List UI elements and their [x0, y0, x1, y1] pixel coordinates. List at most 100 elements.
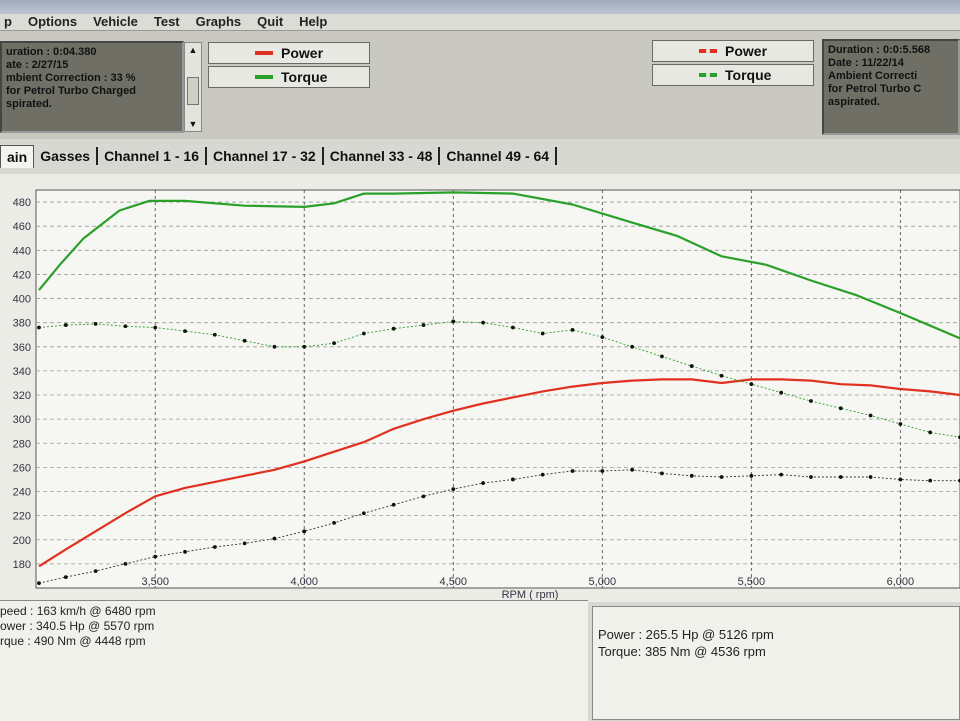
- power-data-point: [361, 511, 366, 516]
- plot-area: [35, 189, 960, 589]
- power-data-point: [511, 477, 515, 482]
- power-data-point: [481, 481, 485, 485]
- tab-gasses[interactable]: Gasses: [34, 147, 99, 165]
- torque-line-icon: [255, 75, 273, 79]
- info-scrollbar[interactable]: ▲ ▼: [184, 42, 202, 132]
- torque-data-point: [898, 422, 903, 426]
- tab-channel-49-64[interactable]: Channel 49 - 64: [440, 147, 558, 165]
- power-data-point: [689, 473, 694, 478]
- left-info-line: uration : 0:04.380: [6, 46, 97, 58]
- toolbar: uration : 0:04.380 ate : 2/27/15 mbient …: [0, 31, 960, 139]
- right-info-line: Ambient Correcti: [828, 70, 918, 82]
- menu-item-vehicle[interactable]: Vehicle: [93, 14, 138, 29]
- scroll-down-icon[interactable]: ▼: [188, 119, 198, 129]
- torque-data-point: [481, 320, 485, 325]
- torque-data-point: [332, 341, 336, 346]
- tab-channel-33-48[interactable]: Channel 33 - 48: [324, 147, 441, 165]
- x-tick-label: 4,000: [290, 576, 318, 588]
- torque-data-point: [928, 430, 933, 435]
- dyno-chart: 180 200 220 240 260 280 300 320 340 360 380 400 420 4…: [13, 189, 960, 601]
- menu: p Options Vehicle Test Graphs Quit Help: [0, 14, 327, 30]
- torque-data-point: [809, 399, 813, 403]
- torque-data-point: [242, 338, 247, 343]
- power-data-point: [212, 545, 217, 549]
- torque-dotted-line-icon: [699, 73, 717, 77]
- x-tick-labels: 3,500 4,000 4,500 5,000 5,500 6,000: [141, 576, 914, 588]
- stat-power: Power : 265.5 Hp @ 5126 rpm: [598, 627, 774, 642]
- power-data-point: [928, 478, 933, 483]
- tab-channel-1-16[interactable]: Channel 1 - 16: [98, 147, 207, 165]
- legend-label: Power: [281, 45, 324, 61]
- power-data-point: [332, 520, 336, 525]
- power-data-point: [272, 536, 277, 541]
- legend-left-torque[interactable]: Torque: [208, 66, 370, 88]
- y-tick-label: 300: [13, 414, 31, 426]
- tab-channel-17-32[interactable]: Channel 17 - 32: [207, 147, 324, 165]
- power-data-point: [749, 473, 754, 478]
- stat-power: ower : 340.5 Hp @ 5570 rpm: [0, 619, 155, 633]
- scroll-thumb[interactable]: [187, 77, 199, 105]
- title-strip: [0, 0, 960, 14]
- torque-data-point: [153, 325, 158, 330]
- torque-data-point: [391, 326, 396, 331]
- series-group: [37, 191, 960, 586]
- torque-data-point: [123, 324, 128, 329]
- y-tick-label: 400: [13, 294, 31, 306]
- power-data-point: [570, 469, 575, 473]
- power-data-point: [451, 487, 456, 492]
- power-dotted-line-icon: [699, 49, 717, 53]
- y-tick-label: 180: [13, 559, 31, 571]
- y-tick-label: 360: [13, 342, 31, 354]
- legend-right-power[interactable]: Power: [652, 40, 814, 62]
- legend-label: Torque: [725, 67, 772, 83]
- y-tick-labels: 180 200 220 240 260 280 300 320 340 360 380 400 420 4…: [13, 197, 31, 571]
- chart-panel: 180 200 220 240 260 280 300 320 340 360 380 400 420 4…: [0, 174, 960, 602]
- torque-data-point: [600, 335, 605, 340]
- menu-item-p[interactable]: p: [4, 14, 12, 29]
- power-data-point: [242, 541, 247, 546]
- torque-data-point: [868, 413, 873, 418]
- torque-data-point: [37, 325, 41, 330]
- legend-left-power[interactable]: Power: [208, 42, 370, 64]
- torque-data-point: [719, 373, 724, 378]
- power-dotted-line: [38, 469, 960, 584]
- menu-item-options[interactable]: Options: [27, 14, 78, 29]
- x-tick-label: 5,000: [589, 576, 617, 588]
- power-data-point: [838, 475, 843, 479]
- power-data-point: [779, 472, 784, 477]
- torque-data-point: [511, 325, 515, 330]
- peak-stats-left: peed : 163 km/h @ 6480 rpm ower : 340.5 …: [0, 600, 588, 721]
- scroll-up-icon[interactable]: ▲: [188, 45, 198, 55]
- torque-data-point: [212, 332, 217, 337]
- right-info-line: Date : 11/22/14: [828, 57, 904, 69]
- tab-bar: ain Gasses Channel 1 - 16 Channel 17 - 3…: [0, 142, 960, 170]
- torque-data-point: [540, 331, 545, 336]
- power-data-point: [898, 477, 903, 482]
- menu-item-graphs[interactable]: Graphs: [195, 14, 242, 29]
- left-run-info: uration : 0:04.380 ate : 2/27/15 mbient …: [0, 41, 184, 133]
- y-tick-label: 240: [13, 487, 31, 499]
- torque-data-point: [660, 354, 664, 359]
- menu-item-test[interactable]: Test: [153, 14, 180, 29]
- power-data-point: [868, 475, 873, 479]
- x-axis-label: RPM ( rpm): [502, 589, 559, 601]
- power-data-point: [93, 569, 98, 574]
- torque-data-point: [749, 382, 754, 387]
- menu-item-quit[interactable]: Quit: [257, 14, 284, 29]
- power-line-icon: [255, 51, 273, 55]
- legend-label: Torque: [281, 69, 328, 85]
- y-tick-label: 480: [13, 197, 31, 209]
- torque-data-point: [302, 344, 307, 349]
- legend-right-torque[interactable]: Torque: [652, 64, 814, 86]
- power-solid-line: [38, 378, 960, 568]
- left-info-line: ate : 2/27/15: [6, 59, 69, 71]
- y-tick-label: 200: [13, 535, 31, 547]
- right-info-line: aspirated.: [828, 96, 880, 108]
- power-data-point: [391, 502, 396, 507]
- y-tick-label: 320: [13, 390, 31, 402]
- power-data-point: [630, 467, 635, 472]
- menu-item-help[interactable]: Help: [299, 14, 328, 29]
- right-info-line: Duration : 0:0:5.568: [828, 44, 931, 56]
- power-data-point: [37, 581, 41, 586]
- tab-main[interactable]: ain: [0, 144, 35, 168]
